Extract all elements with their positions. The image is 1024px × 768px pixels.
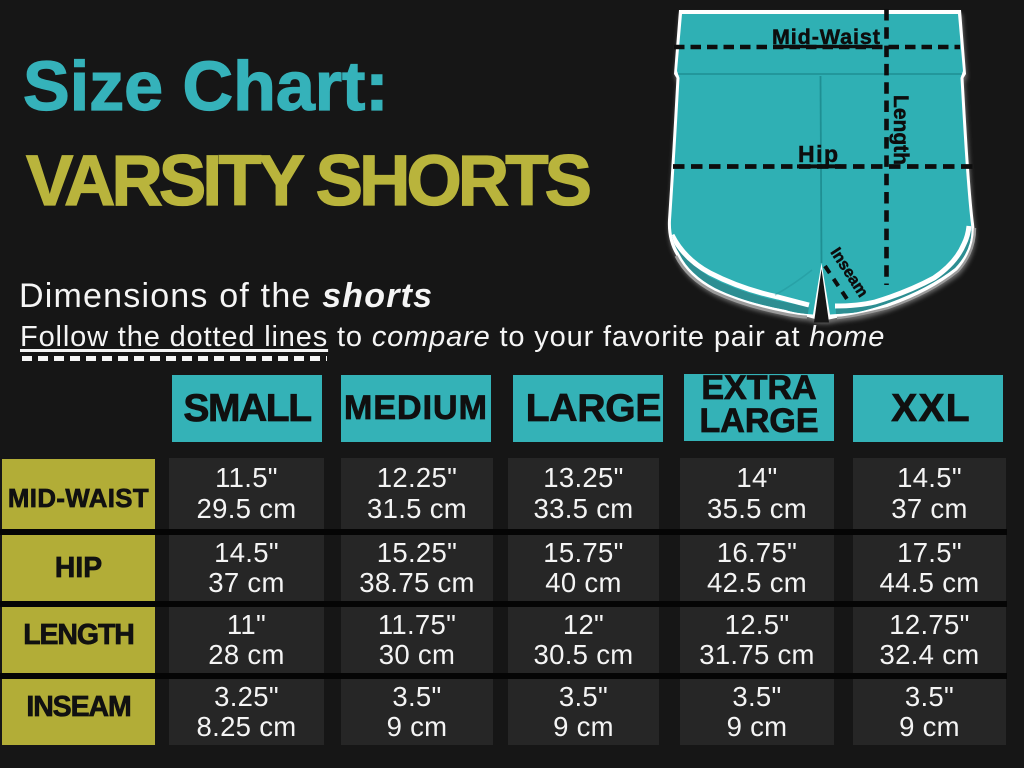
- svg-text:Hip: Hip: [798, 141, 840, 167]
- svg-text:Length: Length: [889, 95, 912, 165]
- svg-text:Mid-Waist: Mid-Waist: [772, 25, 881, 49]
